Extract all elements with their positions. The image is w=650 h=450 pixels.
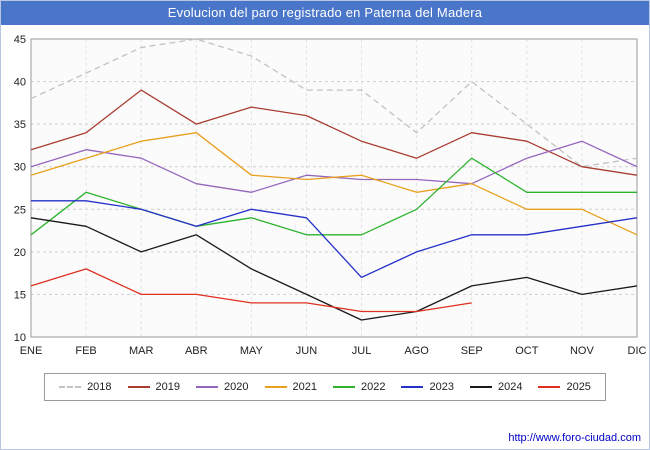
legend-item-2020: 2020 — [196, 381, 249, 393]
x-tick-label: AGO — [404, 345, 429, 357]
x-tick-label: ABR — [185, 345, 208, 357]
chart-title: Evolucion del paro registrado en Paterna… — [1, 1, 649, 25]
legend-label-2020: 2020 — [224, 381, 249, 393]
legend-swatch-2022 — [333, 386, 355, 388]
legend-label-2025: 2025 — [566, 381, 591, 393]
footer-link[interactable]: http://www.foro-ciudad.com — [508, 432, 641, 444]
x-tick-label: JUL — [352, 345, 372, 357]
legend-label-2022: 2022 — [361, 381, 386, 393]
plot-border — [30, 38, 638, 338]
series-line-2023 — [31, 200, 638, 279]
series-line-2019 — [30, 89, 638, 176]
legend-swatch-2018 — [59, 386, 82, 388]
y-tick-label: 45 — [14, 34, 26, 46]
x-tick-label: MAR — [129, 345, 154, 357]
series-line-2022 — [30, 157, 637, 236]
x-tick-label: SEP — [461, 345, 483, 357]
legend-item-2023: 2023 — [401, 381, 454, 393]
legend-swatch-2024 — [469, 386, 492, 388]
footer: http://www.foro-ciudad.com — [508, 432, 641, 444]
y-tick-label: 20 — [14, 247, 26, 259]
legend-label-2019: 2019 — [155, 381, 181, 393]
legend-swatch-2021 — [264, 386, 287, 388]
y-tick-label: 15 — [14, 289, 26, 301]
x-tick-label: ENE — [20, 345, 43, 357]
legend-swatch-2020 — [196, 386, 219, 388]
legend-item-2025: 2025 — [538, 381, 591, 393]
legend-swatch-2019 — [127, 386, 150, 388]
legend-swatch-2025 — [538, 386, 561, 388]
legend-item-2022: 2022 — [333, 381, 385, 393]
chart-legend: 2018 2019 2020 2021 2022 2023 2024 2025 — [44, 373, 606, 401]
x-tick-label: MAY — [240, 345, 264, 357]
y-tick-label: 30 — [14, 162, 26, 174]
series-line-2025 — [30, 268, 472, 313]
legend-label-2018: 2018 — [87, 381, 112, 393]
legend-item-2019: 2019 — [127, 381, 181, 393]
legend-label-2021: 2021 — [292, 381, 317, 393]
legend-item-2021: 2021 — [264, 381, 317, 393]
y-tick-label: 10 — [14, 332, 26, 344]
legend-label-2024: 2024 — [497, 381, 523, 393]
plot-area — [31, 39, 637, 337]
x-tick-label: NOV — [570, 345, 595, 357]
x-tick-label: OCT — [515, 345, 539, 357]
y-tick-label: 25 — [14, 204, 26, 216]
legend-label-2023: 2023 — [429, 381, 454, 393]
legend-item-2024: 2024 — [469, 381, 523, 393]
x-tick-label: DIC — [628, 345, 647, 357]
series-line-2021 — [30, 132, 638, 236]
legend-swatch-2023 — [401, 386, 424, 388]
y-tick-label: 35 — [14, 119, 26, 131]
y-tick-label: 40 — [14, 77, 26, 89]
series-line-2018 — [30, 38, 638, 168]
x-tick-label: JUN — [296, 345, 317, 357]
x-tick-label: FEB — [75, 345, 96, 357]
legend-item-2018: 2018 — [59, 381, 112, 393]
